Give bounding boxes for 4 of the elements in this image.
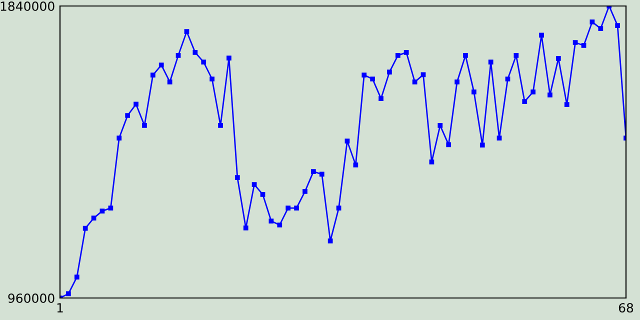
x-tick-label: 1 xyxy=(57,303,63,312)
y-tick-label: 960000 xyxy=(8,293,54,303)
y-tick-label: 1840000 xyxy=(0,1,54,11)
x-tick-label: 68 xyxy=(618,303,634,313)
